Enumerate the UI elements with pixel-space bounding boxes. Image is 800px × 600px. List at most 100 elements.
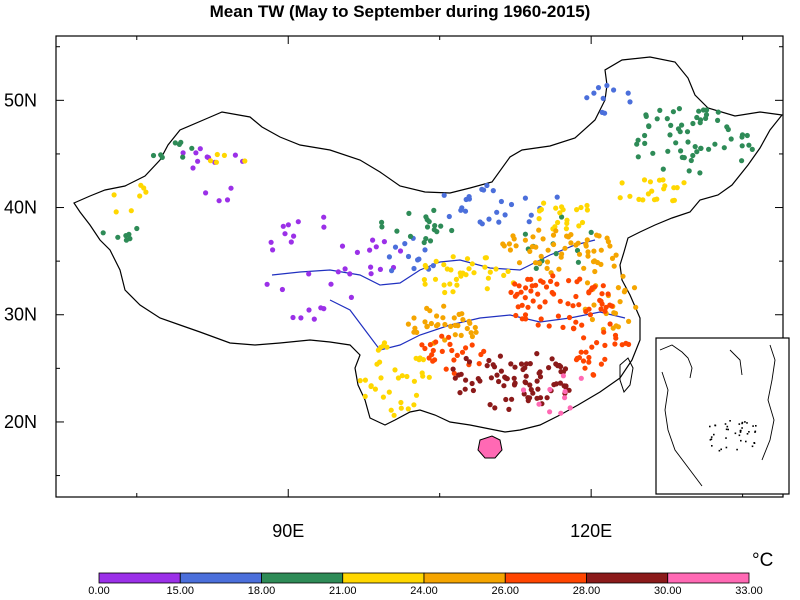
station-dot [698, 145, 704, 151]
inset-island [744, 421, 746, 423]
station-dot [581, 335, 587, 341]
colorbar-segment [586, 572, 669, 584]
colorbar-segment [98, 572, 181, 584]
station-dot [583, 349, 589, 355]
station-dot [451, 370, 457, 376]
station-dot [466, 359, 473, 365]
station-dot [739, 158, 745, 164]
inset-island [741, 427, 743, 429]
lon-tick-label: 90E [272, 521, 304, 541]
station-dot [542, 299, 548, 305]
station-dot [670, 109, 677, 115]
station-dot [419, 342, 425, 348]
station-dot [476, 361, 482, 367]
station-dot [585, 249, 591, 255]
station-dot [195, 158, 201, 164]
station-dot [528, 288, 534, 294]
station-dot [422, 262, 428, 269]
station-dot [620, 273, 626, 279]
station-dot [490, 188, 496, 194]
station-dot [591, 248, 597, 254]
station-dot [411, 265, 417, 272]
lat-tick-label: 50N [4, 90, 37, 110]
station-dot [589, 344, 595, 350]
station-dot [746, 142, 752, 148]
colorbar-segment [667, 572, 750, 584]
station-dot [397, 248, 404, 254]
station-dot [270, 247, 276, 253]
station-dot [439, 348, 445, 354]
station-dot [697, 170, 703, 176]
colorbar-label: 33.00 [735, 585, 763, 597]
colorbar-label: 24.00 [410, 585, 438, 597]
station-dot [540, 236, 546, 242]
station-dot [398, 399, 404, 406]
station-dot [460, 317, 466, 323]
station-dot [520, 387, 527, 393]
inset-island [724, 423, 727, 425]
station-dot [615, 285, 622, 291]
station-dot [463, 345, 469, 351]
inset-island [752, 425, 754, 427]
station-dot [544, 265, 550, 271]
station-dot [512, 293, 519, 299]
colorbar: 0.00 15.00 18.00 21.00 24.00 26.00 28.00 30.00 3… [88, 572, 763, 597]
station-dot [544, 259, 551, 265]
station-dot [470, 387, 476, 394]
station-dot [587, 312, 594, 318]
station-dot [486, 357, 492, 364]
colorbar-label: 21.00 [329, 585, 357, 597]
station-dot [543, 284, 550, 290]
station-dot [368, 264, 374, 270]
station-dot [449, 347, 455, 354]
inset-island [714, 424, 716, 427]
station-dot [749, 146, 755, 152]
station-dot [522, 195, 529, 201]
station-dot [379, 219, 385, 225]
station-dot [574, 355, 580, 361]
station-dot [466, 194, 472, 200]
station-dot [635, 137, 641, 143]
station-dot [581, 265, 587, 271]
station-dot [306, 307, 312, 313]
station-dot [123, 237, 129, 243]
station-dot [662, 183, 668, 189]
station-dot [414, 329, 420, 335]
station-dot [728, 136, 734, 142]
station-dot [527, 361, 533, 367]
station-dot [193, 150, 199, 156]
station-dot [516, 260, 523, 266]
station-dot [441, 262, 447, 268]
station-dot [430, 263, 436, 269]
station-dot [600, 283, 606, 289]
station-dot [692, 144, 698, 150]
station-dot [432, 357, 438, 363]
station-dot [242, 158, 248, 164]
station-dot [602, 110, 608, 116]
station-dot [113, 209, 119, 215]
station-dot [576, 251, 583, 257]
station-dot [528, 387, 534, 393]
station-dot [679, 122, 685, 128]
station-dot [405, 253, 412, 260]
station-dot [433, 323, 440, 329]
station-dot [493, 266, 499, 272]
station-dot [395, 375, 401, 381]
station-dot [508, 361, 514, 367]
station-dot [597, 297, 603, 303]
station-dot [424, 224, 431, 230]
station-dot [703, 112, 710, 118]
station-dot [641, 177, 648, 183]
station-dot [463, 355, 469, 362]
station-dot [610, 325, 616, 331]
station-dot [420, 357, 426, 363]
station-dot [573, 319, 579, 325]
station-dot [688, 157, 694, 164]
inset-island [739, 429, 742, 432]
station-dot [285, 222, 291, 228]
station-dot [558, 369, 564, 375]
inset-island [745, 440, 747, 443]
station-dot [657, 107, 663, 113]
station-dot [611, 87, 617, 93]
station-dot [518, 361, 525, 367]
